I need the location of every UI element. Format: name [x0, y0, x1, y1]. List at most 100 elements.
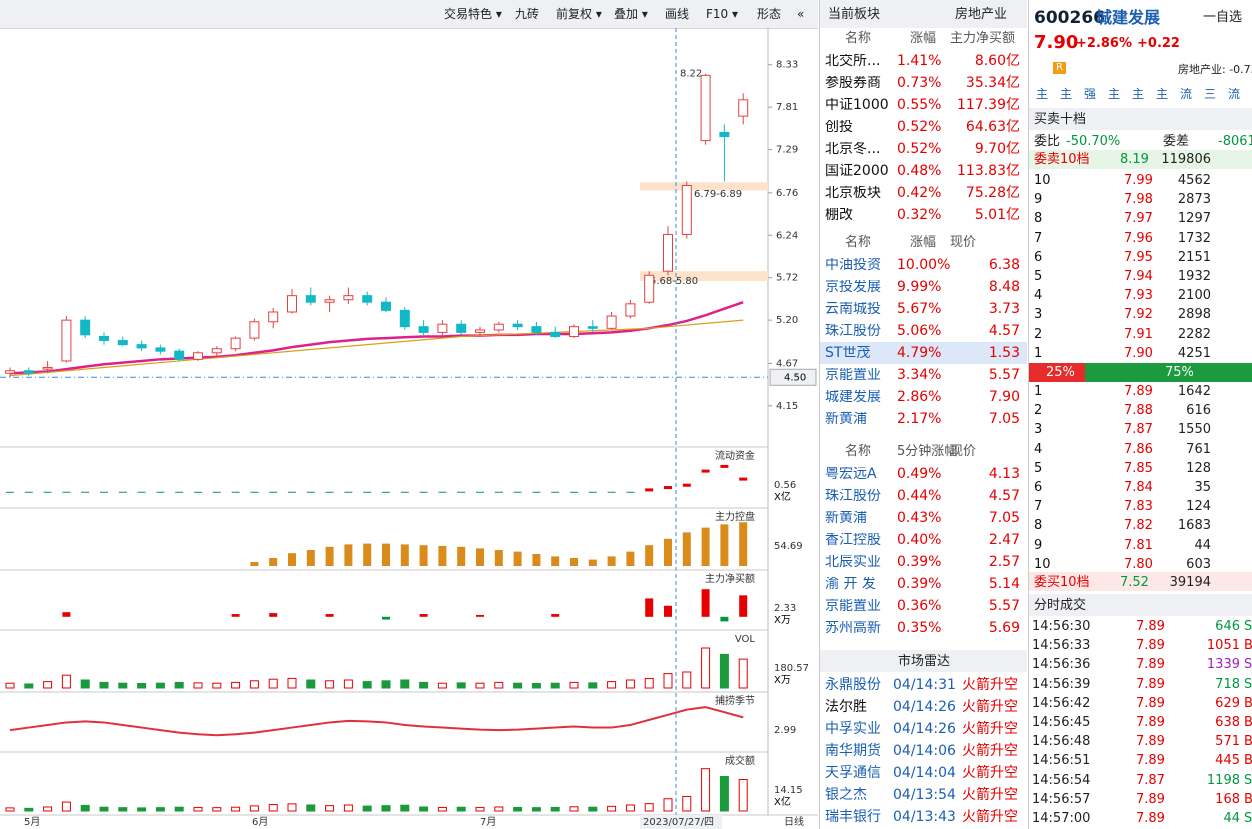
toolbar-button[interactable]: 前复权 ▾ [556, 7, 602, 21]
book-level: 3 [1034, 307, 1043, 323]
volume-bar [43, 806, 53, 812]
candle-body [681, 184, 692, 235]
y-tick-label: 6.24 [776, 230, 798, 241]
volume-bar [99, 681, 109, 689]
volume-bar [306, 679, 316, 689]
row-name[interactable]: 京能置业 [825, 368, 881, 382]
row-name[interactable]: 渝 开 发 [825, 577, 876, 591]
change-pct: +2.86% [1076, 36, 1132, 51]
ratio-label: 委比 [1034, 134, 1061, 149]
indicator-bar [476, 614, 484, 617]
volume-bar [155, 682, 165, 689]
book-level: 1 [1034, 384, 1043, 399]
candle-body [42, 366, 53, 370]
tick-time: 14:56:39 [1032, 676, 1091, 692]
row-name[interactable]: 京能置业 [825, 599, 881, 613]
volume-bar [137, 807, 147, 812]
toolbar-button[interactable]: 叠加 ▾ [614, 7, 648, 21]
radar-event: 火箭升空 [962, 809, 1018, 825]
volume-bar [80, 679, 90, 689]
radar-event: 火箭升空 [962, 743, 1018, 759]
row-value: 8.48 [988, 279, 1020, 295]
row-name[interactable]: 中油投资 [825, 258, 881, 272]
radar-stock[interactable]: 银之杰 [825, 787, 867, 803]
tick-side: B [1244, 734, 1252, 750]
radar-stock[interactable]: 中孚实业 [825, 721, 881, 737]
toolbar-button[interactable]: F10 ▾ [706, 7, 739, 21]
tick-volume: 629 [1215, 695, 1240, 711]
flag: 主 [1132, 87, 1145, 101]
row-value: 5.14 [988, 576, 1020, 592]
moving-average [9, 319, 744, 377]
row-name[interactable]: 珠江股份 [825, 324, 881, 338]
candle-body [531, 326, 542, 333]
row-name[interactable]: ST世茂 [825, 346, 871, 360]
volume-bar [174, 806, 184, 812]
row-name[interactable]: 云南城投 [825, 302, 881, 316]
row-change: 0.36% [897, 598, 942, 614]
toolbar-button[interactable]: « [797, 7, 805, 21]
book-price: 7.86 [1124, 441, 1153, 457]
volume-bar [738, 778, 748, 812]
volume-bar [61, 674, 71, 689]
volume-bar [475, 682, 485, 689]
row-name[interactable]: 粤宏远A [825, 467, 877, 481]
row-name[interactable]: 新黄浦 [825, 511, 867, 525]
row-name[interactable]: 新黄浦 [825, 412, 867, 426]
split-label: 75% [1165, 365, 1194, 380]
toolbar-button[interactable]: 画线 [665, 7, 690, 21]
row-name[interactable]: 城建发展 [825, 390, 881, 404]
radar-stock[interactable]: 南华期货 [825, 743, 881, 759]
row-change: 0.39% [897, 554, 942, 570]
book-price: 7.91 [1124, 326, 1153, 342]
volume-bar [137, 683, 147, 689]
tick-price: 7.89 [1136, 753, 1165, 769]
volume-bar [362, 681, 372, 689]
toolbar-button[interactable]: 交易特色 ▾ [444, 7, 502, 21]
watch-button[interactable]: 一自选 [1203, 10, 1243, 25]
volume-bar [550, 806, 560, 812]
panel-title: VOL [735, 634, 756, 645]
volume-bar [306, 804, 316, 812]
tick-time: 14:56:45 [1032, 715, 1091, 730]
table-header: 5分钟涨幅 [897, 444, 958, 459]
toolbar-button[interactable]: 形态 [757, 7, 782, 21]
volume-bar [381, 680, 391, 689]
candle-body [155, 347, 166, 352]
row-value: 2.47 [988, 532, 1020, 548]
row-name[interactable]: 苏州高新 [825, 621, 881, 635]
row-name[interactable]: 京投发展 [825, 280, 881, 294]
row-value: 9.70亿 [974, 141, 1020, 157]
volume-bar [663, 673, 673, 689]
row-value: 5.01亿 [974, 207, 1020, 223]
price-zone [640, 182, 768, 191]
volume-bar [531, 683, 541, 689]
x-tick-label: 7月 [480, 816, 496, 828]
radar-stock[interactable]: 永鼎股份 [825, 677, 881, 693]
row-change: 2.17% [897, 411, 942, 427]
book-level: 2 [1034, 326, 1043, 342]
indicator-bar [664, 538, 672, 566]
book-volume: 35 [1194, 480, 1211, 495]
radar-stock[interactable]: 天孚通信 [825, 765, 881, 781]
tick-side: S [1244, 811, 1252, 826]
book-volume: 761 [1186, 441, 1211, 457]
volume-bar [400, 679, 410, 689]
row-name[interactable]: 珠江股份 [825, 489, 881, 503]
row-value: 113.83亿 [957, 163, 1020, 179]
candle-body [456, 323, 467, 333]
radar-stock[interactable]: 瑞丰银行 [825, 809, 881, 825]
row-name[interactable]: 香江控股 [825, 533, 881, 547]
row-value: 7.90 [988, 389, 1020, 405]
row-name[interactable]: 北辰实业 [825, 555, 881, 569]
y-tick-label: 7.29 [776, 145, 798, 156]
flag: 主 [1060, 87, 1073, 101]
book-price: 7.87 [1124, 422, 1153, 438]
radar-stock[interactable]: 法尔胜 [825, 699, 867, 715]
book-level: 8 [1034, 211, 1043, 227]
volume-bar [212, 807, 222, 812]
toolbar-button[interactable]: 九砖 [515, 7, 540, 21]
candle-body [230, 337, 241, 350]
row-change: 0.43% [897, 510, 942, 526]
